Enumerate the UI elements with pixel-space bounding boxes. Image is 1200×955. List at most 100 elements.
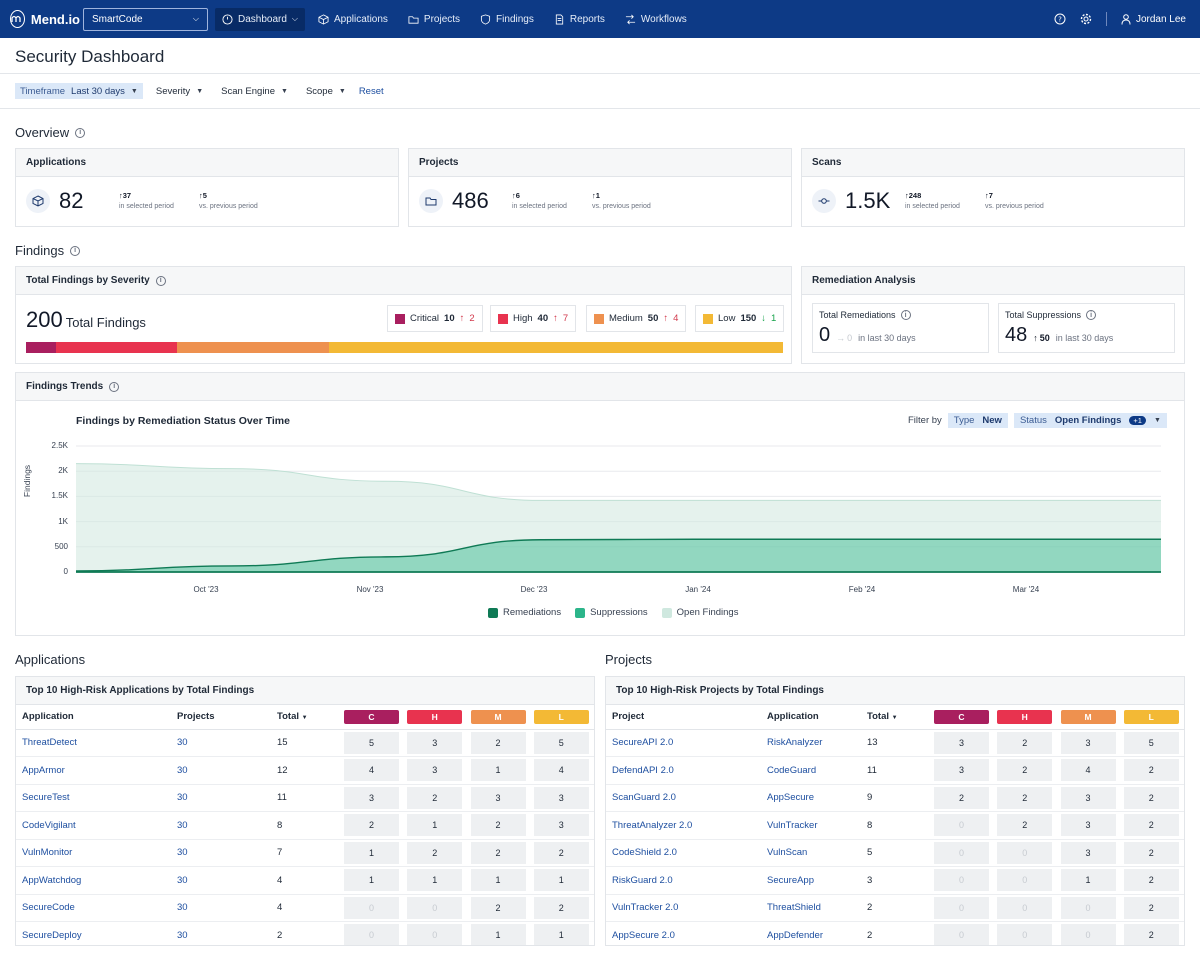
severity-count-c[interactable]: 0 [934, 924, 989, 945]
severity-count-l[interactable]: 3 [533, 786, 589, 809]
severity-count-c[interactable]: 1 [344, 869, 399, 892]
severity-count-l[interactable]: 2 [533, 896, 589, 919]
series-area-suppressions[interactable] [76, 539, 1161, 572]
row-name-link[interactable]: VulnTracker 2.0 [606, 894, 761, 922]
table-row[interactable]: ScanGuard 2.0 AppSecure 9 2 2 3 2 [606, 784, 1184, 812]
severity-count-c[interactable]: 0 [934, 814, 989, 837]
severity-count-m[interactable]: 4 [1060, 759, 1116, 782]
severity-count-h[interactable]: 0 [407, 896, 463, 919]
col-critical[interactable]: C [934, 709, 989, 724]
severity-count-c[interactable]: 3 [344, 786, 399, 809]
nav-workflows[interactable]: Workflows [618, 8, 694, 31]
type-filter-chip[interactable]: Type New [947, 413, 1008, 428]
severity-count-m[interactable]: 1 [1060, 869, 1116, 892]
scope-filter[interactable]: Scope ▼ [301, 83, 351, 99]
table-row[interactable]: CodeShield 2.0 VulnScan 5 0 0 3 2 [606, 839, 1184, 867]
severity-count-l[interactable]: 1 [533, 924, 589, 945]
severity-count-c[interactable]: 0 [344, 896, 399, 919]
severity-count-h[interactable]: 3 [407, 731, 463, 754]
row-secondary-link[interactable]: AppDefender [761, 921, 861, 945]
table-row[interactable]: ThreatDetect 30 15 5 3 2 5 [16, 729, 594, 757]
legend-item[interactable]: Open Findings [661, 607, 738, 618]
row-name-link[interactable]: ThreatAnalyzer 2.0 [606, 811, 761, 840]
severity-count-c[interactable]: 4 [344, 759, 399, 782]
severity-count-l[interactable]: 2 [1123, 759, 1179, 782]
severity-count-m[interactable]: 2 [470, 896, 526, 919]
severity-count-l[interactable]: 2 [1123, 869, 1179, 892]
severity-count-h[interactable]: 0 [997, 869, 1053, 892]
severity-count-h[interactable]: 1 [407, 869, 463, 892]
severity-count-c[interactable]: 3 [934, 731, 989, 754]
row-secondary-link[interactable]: 30 [171, 811, 271, 840]
mend-logo[interactable]: Mend.io [10, 10, 80, 28]
severity-count-c[interactable]: 5 [344, 731, 399, 754]
severity-count-h[interactable]: 0 [997, 841, 1053, 864]
severity-chip-high[interactable]: High 40 ↑ 7 [490, 305, 577, 332]
table-row[interactable]: RiskGuard 2.0 SecureApp 3 0 0 1 2 [606, 866, 1184, 895]
legend-item[interactable]: Remediations [488, 607, 561, 618]
severity-count-h[interactable]: 2 [407, 841, 463, 864]
col-project[interactable]: Project [606, 705, 761, 730]
severity-count-h[interactable]: 0 [997, 924, 1053, 945]
severity-count-m[interactable]: 3 [1060, 786, 1116, 809]
row-name-link[interactable]: VulnMonitor [16, 839, 171, 867]
info-icon[interactable]: i [75, 127, 86, 138]
organization-select[interactable]: SmartCode ⌵ [83, 7, 208, 31]
row-secondary-link[interactable]: ThreatShield [761, 894, 861, 922]
table-row[interactable]: AppArmor 30 12 4 3 1 4 [16, 756, 594, 785]
severity-count-c[interactable]: 2 [344, 814, 399, 837]
col-high[interactable]: H [407, 709, 463, 724]
row-secondary-link[interactable]: CodeGuard [761, 756, 861, 785]
row-name-link[interactable]: SecureTest [16, 784, 171, 812]
col-high[interactable]: H [997, 709, 1053, 724]
info-icon[interactable]: i [70, 245, 81, 256]
severity-count-h[interactable]: 1 [407, 814, 463, 837]
col-projects[interactable]: Projects [171, 705, 271, 730]
severity-count-m[interactable]: 1 [470, 924, 526, 945]
severity-count-c[interactable]: 0 [344, 924, 399, 945]
col-application[interactable]: Application [761, 705, 861, 730]
severity-chip-low[interactable]: Low 150 ↓ 1 [695, 305, 785, 332]
col-total[interactable]: Total ▼ [861, 705, 931, 730]
table-row[interactable]: VulnMonitor 30 7 1 2 2 2 [16, 839, 594, 867]
severity-count-h[interactable]: 2 [997, 759, 1053, 782]
nav-applications[interactable]: Applications [311, 8, 395, 31]
user-menu[interactable]: Jordan Lee [1121, 14, 1186, 25]
severity-count-m[interactable]: 2 [470, 841, 526, 864]
severity-count-c[interactable]: 0 [934, 896, 989, 919]
col-medium[interactable]: M [1060, 709, 1116, 724]
severity-count-h[interactable]: 2 [997, 731, 1053, 754]
severity-count-l[interactable]: 2 [1123, 924, 1179, 945]
severity-count-h[interactable]: 0 [407, 924, 463, 945]
col-total[interactable]: Total ▼ [271, 705, 341, 730]
severity-count-h[interactable]: 3 [407, 759, 463, 782]
severity-count-l[interactable]: 2 [1123, 896, 1179, 919]
row-secondary-link[interactable]: RiskAnalyzer [761, 729, 861, 757]
table-row[interactable]: VulnTracker 2.0 ThreatShield 2 0 0 0 2 [606, 894, 1184, 922]
row-secondary-link[interactable]: VulnScan [761, 839, 861, 867]
severity-count-c[interactable]: 0 [934, 841, 989, 864]
row-name-link[interactable]: AppWatchdog [16, 866, 171, 895]
row-name-link[interactable]: ThreatDetect [16, 729, 171, 757]
row-secondary-link[interactable]: 30 [171, 866, 271, 895]
info-icon[interactable]: i [155, 275, 166, 286]
row-name-link[interactable]: RiskGuard 2.0 [606, 866, 761, 895]
severity-count-h[interactable]: 2 [997, 814, 1053, 837]
severity-count-m[interactable]: 0 [1060, 924, 1116, 945]
severity-count-l[interactable]: 5 [533, 731, 589, 754]
row-secondary-link[interactable]: 30 [171, 894, 271, 922]
severity-count-h[interactable]: 2 [407, 786, 463, 809]
severity-count-c[interactable]: 1 [344, 841, 399, 864]
row-name-link[interactable]: AppSecure 2.0 [606, 921, 761, 945]
status-filter-chip[interactable]: Status Open Findings +1 ▼ [1013, 413, 1167, 428]
col-low[interactable]: L [533, 709, 589, 724]
row-name-link[interactable]: ScanGuard 2.0 [606, 784, 761, 812]
severity-count-m[interactable]: 3 [1060, 841, 1116, 864]
severity-count-m[interactable]: 2 [470, 814, 526, 837]
series-area-open-findings[interactable] [76, 463, 1161, 572]
timeframe-filter[interactable]: Timeframe Last 30 days ▼ [15, 83, 143, 99]
table-row[interactable]: CodeVigilant 30 8 2 1 2 3 [16, 811, 594, 840]
col-critical[interactable]: C [344, 709, 399, 724]
gear-icon[interactable] [1080, 13, 1092, 25]
severity-count-l[interactable]: 3 [533, 814, 589, 837]
